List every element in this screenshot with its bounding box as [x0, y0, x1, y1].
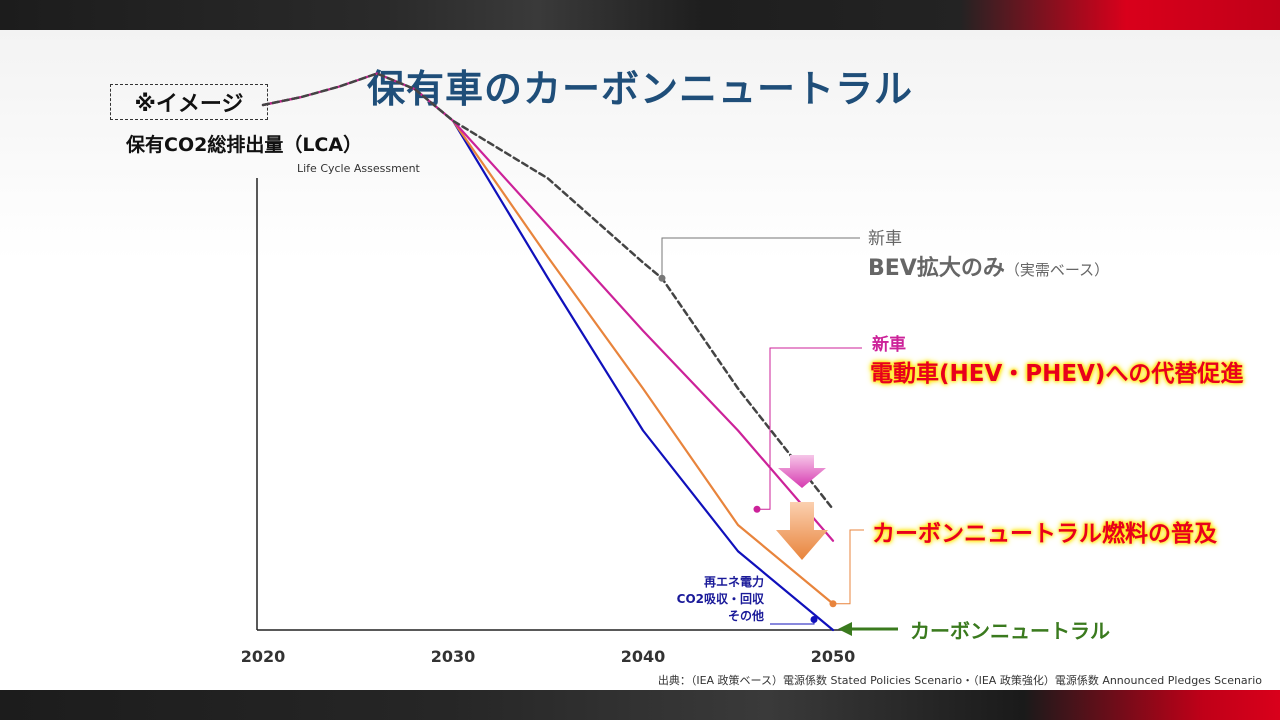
- cn-fuel-label: カーボンニュートラル燃料の普及: [872, 521, 1217, 547]
- bev-label-main: BEV拡大のみ: [868, 256, 1005, 281]
- top-decor-band: [0, 0, 1280, 30]
- x-tick-label: 2050: [811, 647, 856, 666]
- renewables-label-line1: 再エネ電力: [703, 575, 764, 589]
- x-tick-label: 2020: [241, 647, 286, 666]
- source-note: 出典：（IEA 政策ベース）電源係数 Stated Policies Scena…: [657, 674, 1262, 687]
- carbon-neutral-label: カーボンニュートラル: [910, 619, 1110, 643]
- carbon-neutral-arrow-head: [838, 622, 852, 636]
- renewables-leader-line: [770, 619, 815, 625]
- annotation-leaders: [661, 237, 898, 636]
- hev-label-line2: 電動車(HEV・PHEV)への代替促進: [870, 361, 1244, 387]
- chart-axes: [256, 178, 850, 631]
- bev-label-line1: 新車: [868, 229, 902, 249]
- series-line-1: [261, 72, 835, 542]
- bottom-decor-band: [0, 690, 1280, 720]
- x-tick-label: 2040: [621, 647, 666, 666]
- x-tick-labels: 2020 2030 2040 2050: [241, 647, 856, 666]
- x-tick-label: 2030: [431, 647, 476, 666]
- y-axis-sublabel: Life Cycle Assessment: [297, 162, 420, 175]
- series-line-0: [261, 72, 835, 511]
- renewables-label-line2: CO2吸収・回収: [676, 592, 764, 606]
- cn-fuel-leader-line: [833, 529, 864, 605]
- bev-label-line2: BEV拡大のみ（実需ベース）: [868, 250, 1109, 282]
- bev-label-note: （実需ベース）: [1004, 261, 1110, 279]
- series-line-2: [261, 72, 835, 605]
- hev-label-line1: 新車: [872, 335, 906, 355]
- orange-down-arrow: [776, 502, 828, 560]
- renewables-label: 再エネ電力 CO2吸収・回収 その他: [640, 574, 764, 625]
- hev-leader-line: [757, 347, 862, 510]
- bev-leader-line: [661, 237, 860, 279]
- pink-down-arrow: [778, 455, 826, 488]
- slide-background: [0, 30, 1280, 690]
- image-tag: ※イメージ: [110, 84, 268, 120]
- page-title: 保有車のカーボンニュートラル: [366, 67, 913, 111]
- chart-series: [261, 72, 835, 632]
- series-line-3: [261, 72, 835, 632]
- renewables-label-line3: その他: [727, 609, 764, 623]
- y-axis-label: 保有CO2総排出量（LCA）: [126, 134, 363, 156]
